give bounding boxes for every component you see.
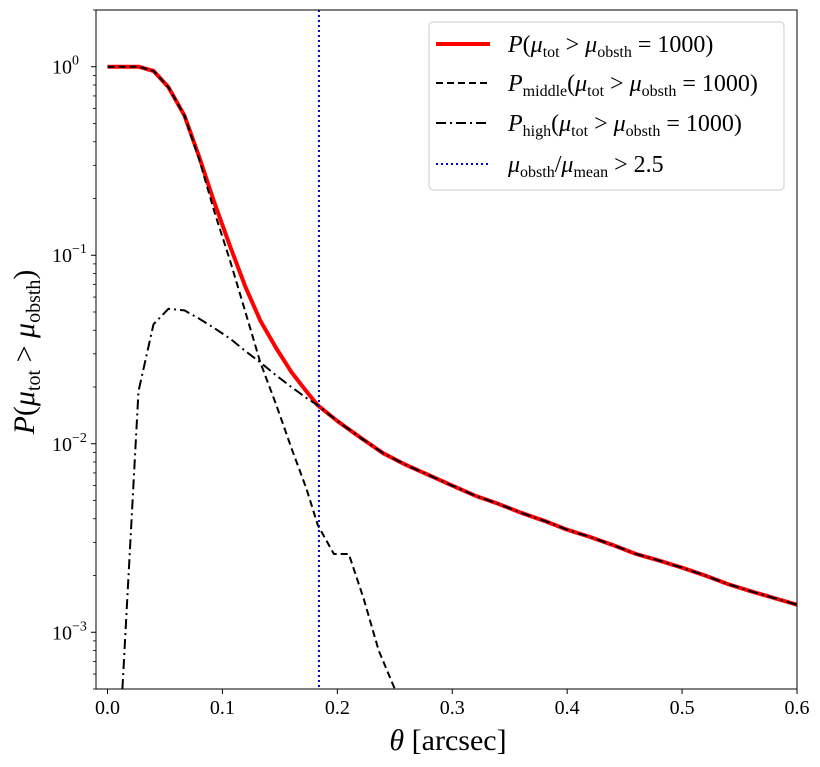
- legend-label-middle: Pmiddle(μtot > μobsth = 1000): [507, 71, 758, 100]
- x-axis-ticks: 0.0 0.1 0.2 0.3 0.4 0.5 0.6: [95, 689, 810, 719]
- x-tick-label: 0.6: [785, 697, 810, 719]
- legend-box: [428, 21, 785, 191]
- x-tick-label: 0.3: [440, 697, 465, 719]
- x-tick-label: 0.1: [210, 697, 235, 719]
- legend-label-threshold: μobsth/μmean > 2.5: [507, 152, 664, 181]
- x-tick-label: 0.5: [670, 697, 695, 719]
- y-axis-title: P(μtot > μobsth): [8, 270, 45, 436]
- y-tick-label: 10−3: [52, 619, 87, 644]
- plot-frame: [95, 9, 798, 690]
- y-tick-label: 10−2: [52, 431, 87, 456]
- series-layer: [107, 64, 797, 689]
- legend: P(μtot > μobsth = 1000) Pmiddle(μtot > μ…: [428, 21, 785, 191]
- x-tick-label: 0.4: [555, 697, 580, 719]
- x-axis-title: θ [arcsec]: [389, 724, 506, 757]
- y-axis-ticks: 10−3 10−2 10−1 100: [52, 9, 96, 690]
- x-tick-label: 0.0: [95, 697, 120, 719]
- x-tick-label: 0.2: [325, 697, 350, 719]
- legend-label-total: P(μtot > μobsth = 1000): [507, 32, 713, 61]
- legend-label-high: Phigh(μtot > μobsth = 1000): [507, 111, 742, 140]
- y-tick-label: 10−1: [52, 242, 87, 267]
- series-high-line: [121, 307, 797, 689]
- series-middle-line: [107, 65, 396, 689]
- y-tick-label: 100: [52, 54, 79, 79]
